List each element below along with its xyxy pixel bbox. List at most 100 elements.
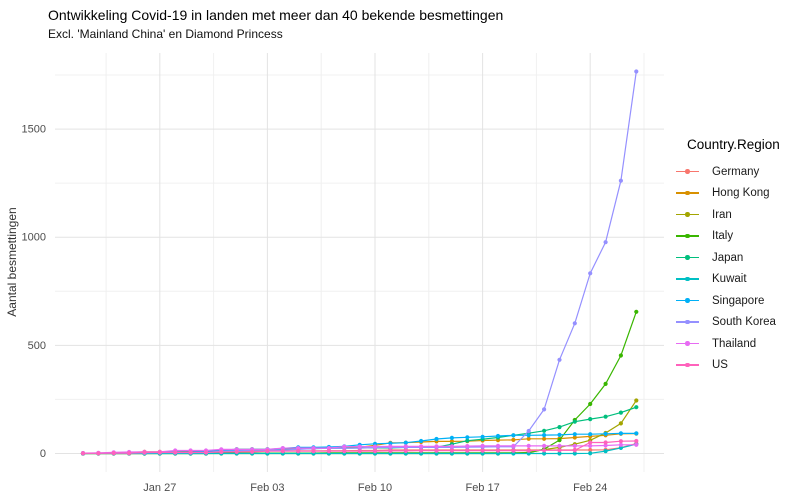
data-point-thailand: [572, 443, 577, 448]
data-point-south-korea: [526, 428, 531, 434]
x-tick-label-feb-17: Feb 17: [465, 482, 499, 494]
data-point-thailand: [419, 444, 424, 449]
data-point-us: [234, 449, 239, 454]
data-point-us: [265, 449, 270, 454]
x-tick-label-feb-24: Feb 24: [573, 482, 607, 494]
data-point-kuwait: [588, 451, 593, 456]
data-point-singapore: [419, 438, 424, 444]
data-point-us: [311, 449, 316, 454]
legend-key-icon: [676, 272, 699, 287]
data-point-us: [511, 448, 516, 453]
data-point-us: [80, 451, 86, 456]
data-point-us: [557, 448, 562, 453]
data-point-us: [111, 451, 116, 456]
data-point-singapore: [634, 431, 639, 436]
data-point-germany: [588, 447, 593, 453]
data-point-japan: [542, 428, 547, 433]
data-point-thailand: [296, 446, 301, 451]
data-point-japan: [634, 405, 639, 410]
data-point-singapore: [618, 431, 624, 436]
data-point-kuwait: [572, 451, 577, 456]
data-point-japan: [603, 414, 608, 419]
legend-entry-iran: Iran: [676, 204, 780, 226]
data-point-thailand: [357, 444, 362, 449]
data-point-thailand: [511, 443, 516, 448]
data-point-singapore: [557, 432, 562, 437]
chart-subtitle: Excl. 'Mainland China' en Diamond Prince…: [48, 27, 283, 41]
legend-key-icon: [676, 250, 699, 265]
data-point-kuwait: [557, 451, 562, 456]
data-point-iran: [618, 421, 624, 426]
legend-key-icon: [676, 207, 699, 222]
x-tick-label-jan-27: Jan 27: [143, 482, 176, 494]
data-point-japan: [465, 438, 470, 443]
data-point-thailand: [311, 446, 316, 451]
data-point-us: [618, 439, 624, 444]
legend-label: Italy: [712, 230, 734, 243]
legend-entry-hong-kong: Hong Kong: [676, 183, 780, 205]
data-point-iran: [634, 398, 639, 403]
data-point-thailand: [280, 446, 285, 451]
data-point-singapore: [542, 433, 547, 438]
data-point-singapore: [388, 441, 393, 446]
data-point-singapore: [465, 435, 470, 440]
legend-key-icon: [676, 336, 699, 351]
y-tick-label-500: 500: [28, 340, 46, 352]
data-point-thailand: [326, 446, 331, 451]
data-point-us: [127, 451, 132, 456]
data-point-italy: [603, 381, 608, 386]
data-point-thailand: [634, 442, 639, 447]
data-point-thailand: [449, 444, 454, 449]
data-point-us: [280, 449, 285, 454]
legend-label: Iran: [712, 208, 732, 221]
data-point-thailand: [495, 443, 501, 448]
data-point-thailand: [526, 443, 531, 448]
data-point-thailand: [342, 444, 347, 449]
legend-entry-south-korea: South Korea: [676, 312, 780, 334]
data-point-us: [188, 450, 193, 455]
y-tick-label-1000: 1000: [22, 232, 46, 244]
data-point-singapore: [526, 433, 531, 438]
legend-key-icon: [676, 358, 699, 373]
data-point-thailand: [465, 444, 470, 449]
y-tick-label-1500: 1500: [22, 124, 46, 136]
legend-key-icon: [676, 186, 699, 201]
data-point-singapore: [588, 432, 593, 437]
data-point-south-korea: [557, 357, 562, 362]
data-point-thailand: [603, 443, 608, 448]
data-point-us: [634, 438, 639, 444]
legend-entry-us: US: [676, 355, 780, 377]
data-point-us: [495, 448, 501, 453]
data-point-thailand: [542, 443, 547, 448]
legend-label: Germany: [712, 165, 760, 178]
data-point-thailand: [588, 443, 593, 448]
data-point-south-korea: [588, 271, 593, 276]
data-point-thailand: [480, 443, 485, 448]
data-point-thailand: [372, 444, 378, 449]
data-point-singapore: [403, 440, 408, 445]
data-point-us: [296, 449, 301, 454]
x-tick-label-feb-03: Feb 03: [250, 482, 284, 494]
data-point-hong-kong: [542, 436, 547, 441]
data-point-us: [250, 449, 255, 454]
legend-entry-italy: Italy: [676, 226, 780, 248]
data-point-hong-kong: [526, 436, 531, 441]
legend-label: Thailand: [712, 337, 757, 350]
data-point-thailand: [434, 444, 439, 449]
data-point-hong-kong: [572, 435, 577, 440]
data-point-kuwait: [603, 449, 608, 454]
data-point-singapore: [603, 431, 608, 436]
data-point-us: [465, 448, 470, 453]
data-point-thailand: [403, 444, 408, 449]
data-point-singapore: [449, 435, 454, 440]
legend-entry-thailand: Thailand: [676, 333, 780, 355]
legend-key-icon: [676, 315, 699, 330]
legend-label: Singapore: [712, 294, 765, 307]
legend-key-icon: [676, 164, 699, 179]
data-point-singapore: [511, 433, 516, 438]
data-point-us: [480, 448, 485, 453]
legend-entry-japan: Japan: [676, 247, 780, 269]
data-point-us: [219, 449, 224, 455]
data-point-italy: [618, 353, 624, 358]
